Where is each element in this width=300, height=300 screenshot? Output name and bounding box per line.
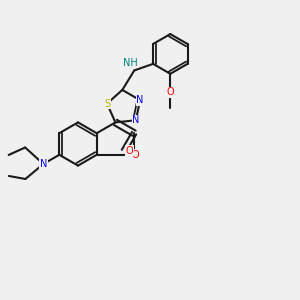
Text: NH: NH [123,58,138,68]
Text: N: N [132,115,140,125]
Text: S: S [104,99,110,109]
Text: O: O [167,87,174,97]
Text: O: O [132,150,140,160]
Text: N: N [136,95,144,105]
Text: N: N [40,159,47,169]
Text: O: O [125,146,133,156]
